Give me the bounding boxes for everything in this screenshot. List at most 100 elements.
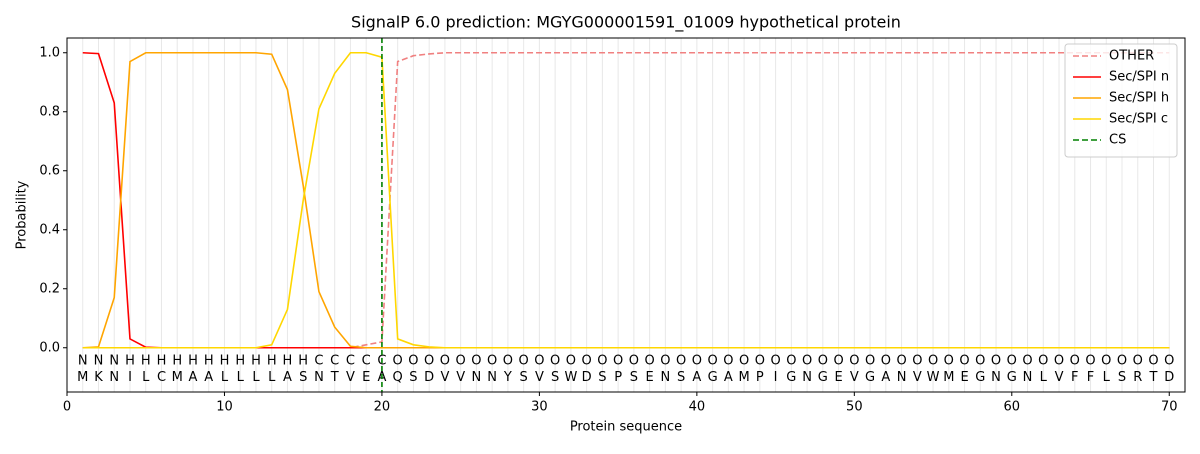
- y-axis-label: Probability: [15, 180, 30, 249]
- y-tick-label: 0.2: [39, 281, 60, 296]
- plot-frame: [66, 37, 1186, 393]
- residue-label: N: [94, 354, 104, 369]
- residue: S: [598, 370, 606, 385]
- residue-label: O: [1133, 354, 1143, 369]
- residue-label: O: [613, 354, 623, 369]
- legend-label: Sec/SPI h: [1109, 91, 1169, 106]
- residue-label: O: [471, 354, 481, 369]
- x-tick-label: 40: [689, 400, 706, 415]
- residue-label: O: [503, 354, 513, 369]
- x-axis-label: Protein sequence: [570, 420, 682, 435]
- residue-label: O: [456, 354, 466, 369]
- residue-label: O: [1148, 354, 1158, 369]
- y-tick-label: 0.0: [39, 340, 60, 355]
- residue: N: [472, 370, 482, 385]
- residue-label: O: [833, 354, 843, 369]
- residue: G: [975, 370, 985, 385]
- residue: L: [221, 370, 229, 385]
- residue: Y: [503, 370, 512, 385]
- residue: S: [551, 370, 559, 385]
- residue: V: [456, 370, 465, 385]
- residue-label: O: [582, 354, 592, 369]
- residue: L: [237, 370, 245, 385]
- residue: V: [913, 370, 922, 385]
- residue: C: [157, 370, 166, 385]
- residue-label: O: [408, 354, 418, 369]
- residue-label: O: [849, 354, 859, 369]
- residue: N: [802, 370, 812, 385]
- residue: P: [614, 370, 622, 385]
- series-line: [82, 51, 1170, 349]
- legend-label: Sec/SPI c: [1109, 112, 1168, 127]
- residue-label: O: [645, 354, 655, 369]
- residue-label: O: [912, 354, 922, 369]
- residue-label: O: [802, 354, 812, 369]
- residue-label: O: [1101, 354, 1111, 369]
- residue: N: [1023, 370, 1033, 385]
- residue-label: O: [660, 354, 670, 369]
- residue: L: [142, 370, 150, 385]
- chart-title: SignalP 6.0 prediction: MGYG000001591_01…: [351, 13, 901, 33]
- residue: V: [440, 370, 449, 385]
- residue: R: [1133, 370, 1142, 385]
- legend-box: [1064, 43, 1178, 158]
- residue: V: [1055, 370, 1064, 385]
- residue: A: [189, 370, 198, 385]
- residue: L: [268, 370, 276, 385]
- residue: G: [865, 370, 875, 385]
- residue-label: N: [78, 354, 88, 369]
- legend-label: CS: [1109, 133, 1126, 148]
- residue: A: [692, 370, 701, 385]
- residue: S: [1118, 370, 1126, 385]
- residue-label: H: [283, 354, 293, 369]
- residue-label: O: [896, 354, 906, 369]
- residue-label: O: [1022, 354, 1032, 369]
- residue-label: O: [944, 354, 954, 369]
- residue-label: N: [109, 354, 119, 369]
- series-line: [82, 51, 1170, 349]
- residue: V: [346, 370, 355, 385]
- residue: N: [897, 370, 907, 385]
- x-tick-label: 0: [63, 400, 71, 415]
- residue-label: H: [204, 354, 214, 369]
- residue: M: [172, 370, 183, 385]
- residue-label: H: [298, 354, 308, 369]
- residue-label: O: [865, 354, 875, 369]
- residue-label: O: [1070, 354, 1080, 369]
- residue: E: [646, 370, 654, 385]
- residue-label: O: [692, 354, 702, 369]
- residue-label: C: [362, 354, 371, 369]
- residue: N: [487, 370, 497, 385]
- residue: I: [128, 370, 132, 385]
- residue-label: C: [330, 354, 339, 369]
- residue-label: O: [629, 354, 639, 369]
- residue-label: O: [755, 354, 765, 369]
- residue: N: [991, 370, 1001, 385]
- x-tick-label: 70: [1161, 400, 1178, 415]
- residue-label: H: [141, 354, 151, 369]
- x-tick-label: 20: [374, 400, 391, 415]
- legend-label: Sec/SPI n: [1109, 70, 1169, 85]
- residue: I: [774, 370, 778, 385]
- residue: W: [564, 370, 577, 385]
- y-tick-label: 0.4: [39, 222, 60, 237]
- residue: A: [283, 370, 292, 385]
- residue-label: C: [346, 354, 355, 369]
- residue: Q: [393, 370, 403, 385]
- residue: N: [660, 370, 670, 385]
- residue: N: [109, 370, 119, 385]
- y-tick-label: 0.6: [39, 163, 60, 178]
- legend: OTHER Sec/SPI n Sec/SPI h Sec/SPI c CS: [1064, 43, 1178, 158]
- residue-label: O: [424, 354, 434, 369]
- residue: G: [818, 370, 828, 385]
- x-tick-label: 10: [216, 400, 233, 415]
- residue-label: O: [770, 354, 780, 369]
- legend-label: OTHER: [1109, 49, 1154, 64]
- series-line: [82, 51, 1170, 349]
- residue: V: [850, 370, 859, 385]
- residue-label: C: [314, 354, 323, 369]
- residue-label: H: [188, 354, 198, 369]
- residue-label: O: [487, 354, 497, 369]
- residue: E: [834, 370, 842, 385]
- residue: E: [960, 370, 968, 385]
